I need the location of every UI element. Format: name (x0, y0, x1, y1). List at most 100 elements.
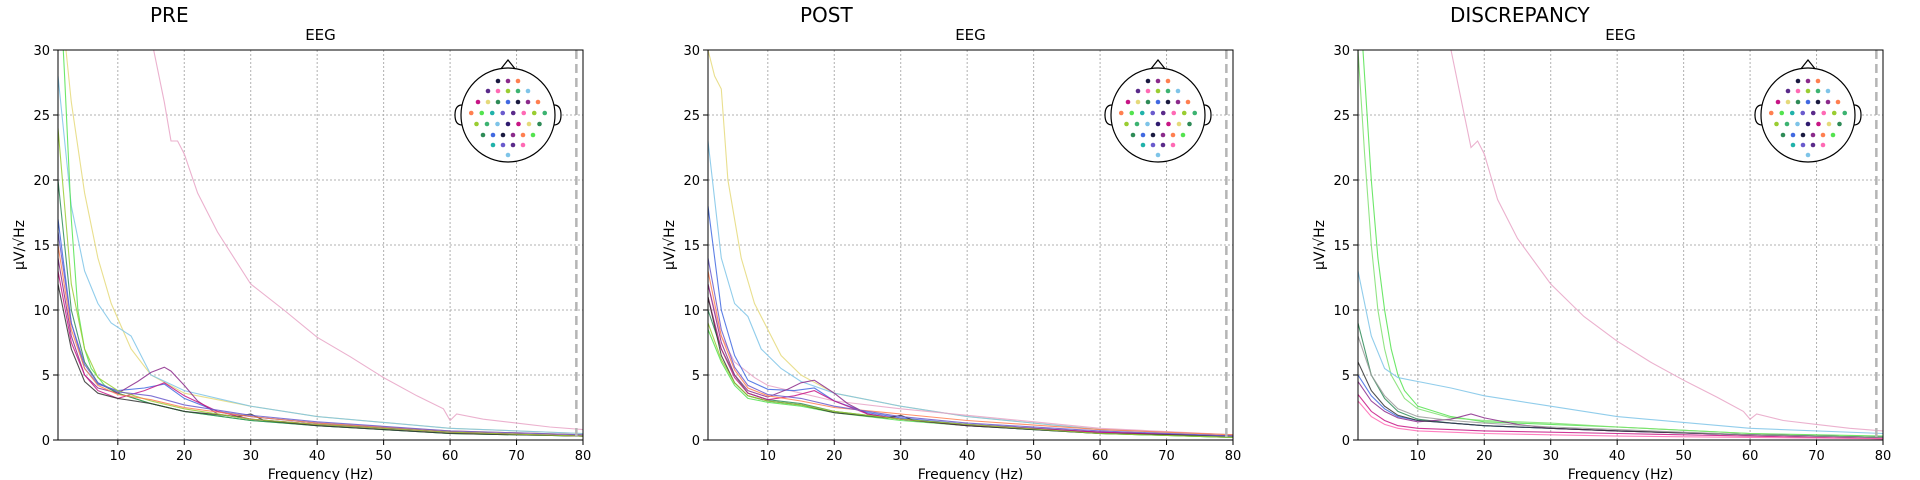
sensor-dot (1816, 121, 1821, 127)
sensor-dot (1774, 121, 1779, 127)
chart-panel-1: POST EEG 10 20 30 40 50 60 70 80 0 5 10 15 20 25 30 Frequ… (662, 3, 1241, 480)
head-right-ear (553, 104, 562, 126)
series-line-11 (708, 322, 1233, 438)
sensor-dot (515, 88, 521, 94)
series-line-0 (1450, 50, 1883, 432)
x-tick-label: 70 (508, 449, 525, 464)
sensor-dot (505, 152, 511, 158)
sensor-dot (1150, 132, 1156, 138)
series-line-0 (153, 50, 583, 431)
sensor-dot (525, 88, 531, 94)
head-nose (1149, 59, 1167, 71)
x-tick-label: 10 (110, 449, 127, 464)
series-group (1358, 50, 1883, 440)
sensor-dot (510, 132, 516, 138)
sensor-dot (1155, 78, 1161, 84)
sensor-dot (1175, 88, 1181, 94)
sensor-dot (490, 142, 496, 148)
panel-title: PRE (150, 3, 189, 27)
sensor-dot (1180, 132, 1186, 138)
y-tick-label: 10 (33, 304, 50, 319)
sensor-dot (1135, 99, 1141, 105)
head-right-ear (1853, 104, 1862, 126)
sensor-dot (1171, 110, 1177, 116)
sensor-dot (525, 99, 531, 105)
sensor-dot (500, 110, 506, 116)
sensor-dot (1175, 99, 1181, 105)
y-tick-label: 20 (33, 174, 50, 189)
sensor-dot (1768, 110, 1774, 116)
head-left-ear (1754, 104, 1763, 126)
sensor-dot (1805, 152, 1811, 158)
series-line-7 (58, 270, 583, 437)
sensor-dot (1139, 110, 1145, 116)
x-tick-label: 80 (1875, 449, 1892, 464)
sensor-dot (1795, 121, 1800, 127)
sensor-dot (1800, 142, 1806, 148)
x-axis-label: Frequency (Hz) (918, 467, 1024, 480)
sensor-dot (505, 78, 511, 84)
axes-subtitle: EEG (955, 26, 986, 44)
x-tick-label: 10 (1410, 449, 1427, 464)
sensor-dot (520, 142, 526, 148)
sensor-dot (1118, 110, 1124, 116)
head-outline (460, 67, 556, 163)
sensor-dot (516, 121, 521, 127)
series-line-1 (708, 140, 1233, 436)
series-group (708, 50, 1233, 438)
sensor-dot (479, 110, 485, 116)
sensor-dot (1805, 88, 1811, 94)
sensor-dot (1135, 88, 1141, 94)
sensor-dot (535, 99, 541, 105)
sensor-dot (1800, 110, 1806, 116)
y-tick-label: 0 (692, 434, 700, 449)
series-group (58, 50, 583, 437)
series-line-5 (58, 218, 583, 437)
sensor-dot (1160, 142, 1166, 148)
sensor-dot (495, 88, 501, 94)
y-tick-label: 0 (1342, 434, 1350, 449)
y-tick-label: 15 (1333, 239, 1350, 254)
sensor-dot (1160, 132, 1166, 138)
y-tick-label: 5 (1342, 369, 1350, 384)
x-tick-label: 70 (1808, 449, 1825, 464)
sensor-dot (1145, 121, 1150, 127)
y-tick-label: 15 (683, 239, 700, 254)
y-tick-label: 5 (692, 369, 700, 384)
series-line-10 (1358, 400, 1883, 440)
y-tick-label: 10 (1333, 304, 1350, 319)
sensor-dot (1805, 99, 1811, 105)
sensor-dot (1805, 121, 1811, 127)
y-tick-label: 10 (683, 304, 700, 319)
sensor-dot (1150, 110, 1156, 116)
x-tick-label: 80 (1225, 449, 1242, 464)
series-line-4 (708, 309, 1233, 438)
sensor-layout-head-icon (454, 59, 562, 163)
sensor-dot (1795, 99, 1801, 105)
sensor-dot (1150, 142, 1156, 148)
y-axis-label: µV/√Hz (12, 220, 28, 270)
x-tick-label: 70 (1158, 449, 1175, 464)
head-nose (499, 59, 517, 71)
sensor-dot (474, 121, 479, 127)
sensor-dot (1145, 99, 1151, 105)
x-tick-label: 20 (1476, 449, 1493, 464)
sensor-dot (1810, 110, 1816, 116)
sensor-dot (1140, 142, 1146, 148)
x-tick-label: 30 (892, 449, 909, 464)
sensor-dot (1155, 121, 1161, 127)
sensor-dot (1187, 121, 1192, 127)
sensor-dot (521, 110, 527, 116)
y-axis-label: µV/√Hz (1312, 220, 1328, 270)
series-line-2 (1358, 50, 1883, 438)
panel-title: DISCREPANCY (1450, 3, 1591, 27)
x-axis-label: Frequency (Hz) (268, 467, 374, 480)
sensor-dot (1160, 110, 1166, 116)
sensor-dot (1795, 78, 1801, 84)
sensor-dot (505, 121, 511, 127)
y-axis-label: µV/√Hz (662, 220, 678, 270)
series-line-3 (1358, 270, 1883, 435)
sensor-dot (1166, 121, 1171, 127)
sensor-dot (1790, 142, 1796, 148)
sensor-dot (1789, 110, 1795, 116)
